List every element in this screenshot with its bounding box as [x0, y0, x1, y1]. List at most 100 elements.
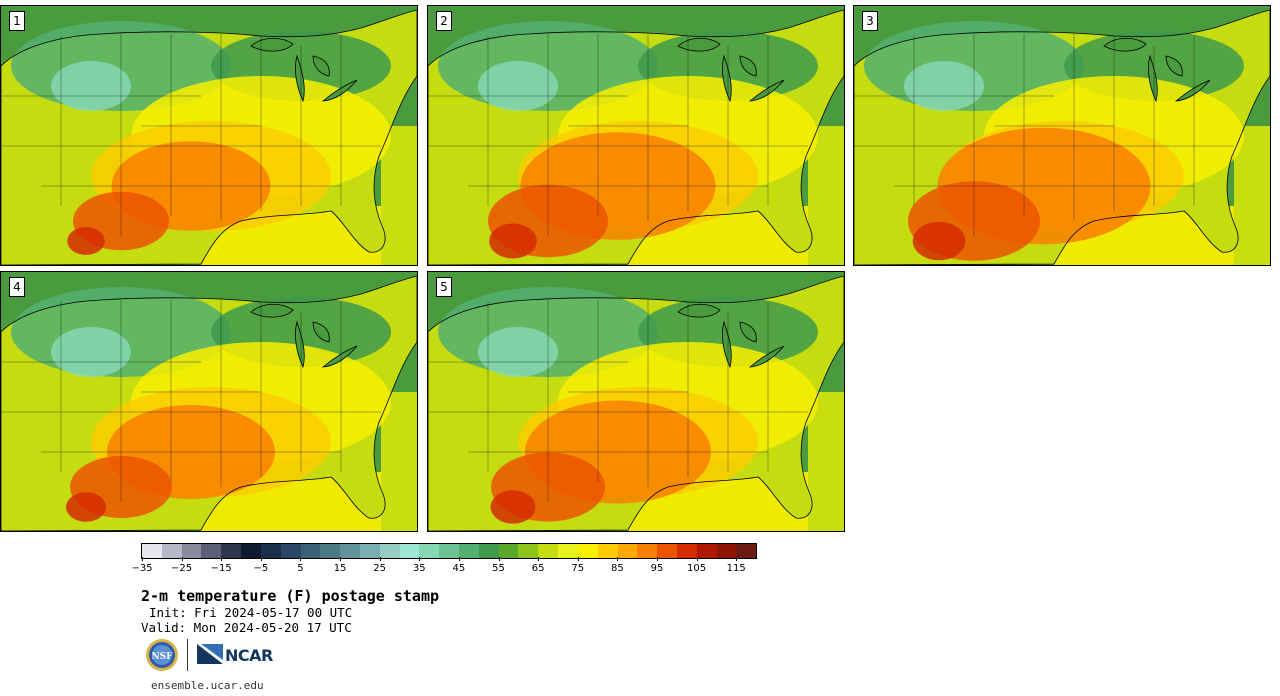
great-lake: [295, 320, 305, 369]
colorbar-swatch: [201, 544, 222, 558]
colorbar-tick-mark: [696, 557, 698, 561]
init-time: Init: Fri 2024-05-17 00 UTC: [149, 605, 353, 620]
colorbar-tick-label: 105: [687, 563, 707, 574]
great-lake: [1148, 54, 1158, 103]
colorbar-tick-label: 25: [373, 563, 387, 574]
colorbar-swatch: [577, 544, 598, 558]
coastline: [1, 9, 417, 265]
colorbar-swatch: [399, 544, 420, 558]
great-lake: [748, 345, 785, 368]
colorbar-tick-mark: [538, 557, 540, 561]
great-lake: [1174, 79, 1211, 102]
site-url: ensemble.ucar.edu: [151, 679, 264, 692]
great-lake: [312, 321, 330, 343]
great-lake: [1165, 55, 1183, 77]
panel-number-label: 5: [436, 277, 452, 297]
colorbar-tick-label: −15: [210, 563, 232, 574]
colorbar-tick-mark: [379, 557, 381, 561]
colorbar-swatch: [716, 544, 737, 558]
temperature-map: [428, 6, 844, 265]
panel-number-label: 3: [862, 11, 878, 31]
colorbar-tick-mark: [458, 557, 460, 561]
postage-stamp-map-2: 2: [427, 5, 845, 266]
colorbar-swatch: [181, 544, 202, 558]
postage-stamp-map-4: 4: [0, 271, 418, 532]
great-lake: [748, 79, 785, 102]
colorbar-tick-label: 55: [492, 563, 505, 574]
colorbar-tick-label: 85: [610, 563, 624, 574]
colorbar-tick-label: −5: [253, 563, 269, 574]
coastline: [1, 275, 417, 531]
panel-number-label: 4: [9, 277, 25, 297]
colorbar-swatch: [558, 544, 578, 558]
great-lake: [677, 303, 721, 318]
colorbar-swatch: [419, 544, 440, 558]
panel-number-label: 2: [436, 11, 452, 31]
temperature-zone: [912, 221, 966, 261]
colorbar-swatch: [320, 544, 341, 558]
colorbar-swatch: [300, 544, 321, 558]
colorbar-tick-mark: [260, 557, 262, 561]
great-lake: [321, 345, 358, 368]
logos: NSF NCAR: [145, 638, 275, 674]
colorbar-tick-label: 15: [333, 563, 347, 574]
coastline: [854, 9, 1270, 265]
temperature-zone: [489, 223, 537, 259]
colorbar-swatch: [340, 544, 360, 558]
great-lake: [1103, 37, 1147, 52]
ncar-logo-text: NCAR: [225, 646, 273, 665]
colorbar-tick-mark: [617, 557, 619, 561]
colorbar-swatch: [736, 544, 757, 558]
colorbar-swatch: [637, 544, 658, 558]
colorbar-ticks: −35 −25 −15 −5 5 15 25 35 45 55 65 75 85 95 105 115: [131, 557, 757, 577]
temperature-colorbar: [141, 543, 757, 559]
colorbar-swatch: [518, 544, 539, 558]
colorbar-tick-mark: [340, 557, 342, 561]
temperature-zone: [51, 61, 131, 111]
colorbar-swatch: [241, 544, 261, 558]
colorbar-swatch: [459, 544, 479, 558]
great-lake: [295, 54, 305, 103]
great-lake: [250, 303, 294, 318]
colorbar-tick-label: 45: [452, 563, 466, 574]
postage-stamp-map-5: 5: [427, 271, 845, 532]
great-lake: [739, 321, 757, 343]
temperature-zone: [478, 327, 558, 377]
colorbar-tick-mark: [142, 557, 143, 561]
colorbar-tick-label: −25: [171, 563, 193, 574]
colorbar-tick-label: 115: [726, 563, 746, 574]
temperature-zone: [51, 327, 131, 377]
colorbar-tick-mark: [656, 557, 658, 561]
colorbar-tick-mark: [300, 557, 302, 561]
colorbar-swatch: [142, 544, 162, 558]
colorbar-tick-mark: [419, 557, 421, 561]
colorbar-tick-label: 35: [412, 563, 426, 574]
valid-time: Valid: Mon 2024-05-20 17 UTC: [141, 620, 352, 635]
ncar-logo-icon: [197, 644, 223, 664]
great-lake: [312, 55, 330, 77]
temperature-zone: [66, 492, 106, 522]
colorbar-swatch: [617, 544, 638, 558]
colorbar-tick-mark: [736, 557, 738, 561]
colorbar-tick-mark: [221, 557, 223, 561]
temperature-map: [854, 6, 1270, 265]
colorbar-tick-mark: [577, 557, 579, 561]
colorbar-swatch: [676, 544, 697, 558]
colorbar-swatch: [538, 544, 559, 558]
colorbar-tick-mark: [498, 557, 500, 561]
temperature-map: [1, 272, 417, 531]
colorbar-swatch: [260, 544, 281, 558]
great-lake: [722, 320, 732, 369]
postage-stamp-map-3: 3: [853, 5, 1271, 266]
colorbar-swatch: [221, 544, 242, 558]
temperature-zone: [490, 490, 536, 524]
nsf-logo-text: NSF: [151, 652, 173, 662]
colorbar-swatch: [280, 544, 301, 558]
colorbar-swatch: [439, 544, 459, 558]
panel-number-label: 1: [9, 11, 25, 31]
temperature-zone: [478, 61, 558, 111]
colorbar-tick-label: 95: [650, 563, 664, 574]
colorbar-tick-label: 5: [297, 563, 304, 574]
logo-divider: [187, 639, 188, 671]
colorbar-tick-label: 65: [531, 563, 545, 574]
